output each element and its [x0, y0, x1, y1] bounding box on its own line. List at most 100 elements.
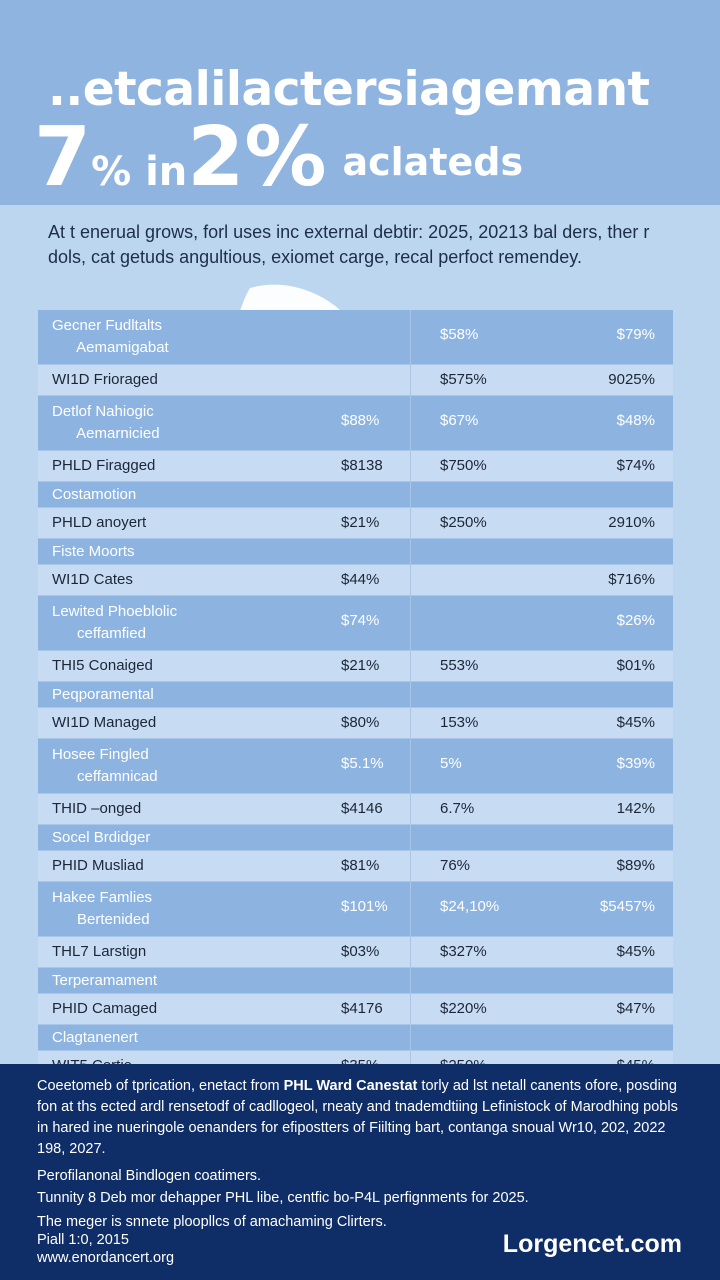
row-value-2: $327% [440, 943, 487, 960]
row-label: Hosee Fingled ceffamnicad [52, 746, 158, 785]
row-value-1: $81% [341, 857, 380, 874]
row-value-1: $4176 [341, 1000, 383, 1017]
row-value-2: 553% [440, 657, 479, 674]
row-value-2: $67% [440, 412, 479, 429]
table-row: WI1D Managed $80% 153% $45% [38, 707, 673, 738]
table-row: Costamotion [38, 481, 673, 507]
row-value-2: $750% [440, 457, 487, 474]
row-label: WI1D Frioraged [52, 371, 158, 388]
table-row: WI1D Frioraged $575% 9025% [38, 364, 673, 395]
row-label: Lewited Phoeblolic ceffamfied [52, 603, 178, 642]
footer-paragraph-3: Tunnity 8 Deb mor dehapper PHL libe, cen… [37, 1190, 529, 1206]
table-row: WI1D Cates $44% $716% [38, 564, 673, 595]
row-value-3: 142% [616, 800, 655, 817]
table-row: THL7 Larstign $03% $327% $45% [38, 936, 673, 967]
row-label: WI1D Cates [52, 571, 133, 588]
title-tail: aclateds [342, 140, 524, 184]
table-row: Hosee Fingled ceffamnicad $5.1% 5% $39% [38, 738, 673, 793]
table-row: Terperamament [38, 967, 673, 993]
column-divider [410, 310, 411, 1065]
row-value-1: $03% [341, 943, 380, 960]
row-value-1: $5.1% [341, 755, 384, 772]
row-label: THL7 Larstign [52, 943, 147, 960]
row-value-1: $4146 [341, 800, 383, 817]
row-label: WI1D Managed [52, 714, 157, 731]
table-row: THI5 Conaiged $21% 553% $01% [38, 650, 673, 681]
row-value-1: $21% [341, 514, 380, 531]
row-label: THI5 Conaiged [52, 657, 153, 674]
table-row: Socel Brdidger [38, 824, 673, 850]
row-value-3: $45% [616, 943, 655, 960]
row-value-2: 153% [440, 714, 479, 731]
footer-paragraph-2: Perofilanonal Bindlogen coatimers. [37, 1168, 262, 1184]
row-label: PHLD Firagged [52, 457, 156, 474]
row-label: Socel Brdidger [52, 828, 151, 846]
title-big-number-1: 7 [34, 110, 92, 205]
row-value-3: $5457% [599, 898, 655, 915]
row-label: Clagtanenert [52, 1028, 138, 1046]
row-value-3: $716% [608, 571, 655, 588]
row-label: Peqporamental [52, 685, 154, 703]
row-value-2: 76% [440, 857, 471, 874]
row-value-3: $47% [616, 1000, 655, 1017]
row-value-1: $44% [341, 571, 380, 588]
title-small-text: % in [91, 149, 188, 195]
row-value-3: $01% [616, 657, 655, 674]
title-big-number-2: 2% [187, 110, 327, 205]
data-table: Gecner Fudltalts Aemamigabat $58% $79% WI1D… [38, 310, 673, 1081]
row-label: THID –onged [52, 800, 142, 817]
footer-url[interactable]: www.enordancert.org [37, 1250, 175, 1266]
row-value-3: $26% [616, 612, 655, 629]
row-value-1: $8138 [341, 457, 383, 474]
row-value-3: $79% [616, 326, 655, 343]
row-value-1: $74% [341, 612, 380, 629]
row-label: PHLD anoyert [52, 514, 147, 531]
footer-paragraph-1: Coeetomeb of tprication, enetact from PH… [37, 1076, 687, 1160]
header-banner: ..etcalilactersiagemant 7% in2% aclateds [0, 0, 720, 205]
row-value-2: $24,10% [440, 898, 500, 915]
row-value-1: $101% [341, 898, 388, 915]
row-label: Gecner Fudltalts Aemamigabat [52, 317, 169, 356]
row-value-1: $88% [341, 412, 380, 429]
title-line-1: ..etcalilactersiagemant [48, 62, 650, 117]
row-value-3: $48% [616, 412, 655, 429]
row-value-1: $21% [341, 657, 380, 674]
row-value-1: $80% [341, 714, 380, 731]
subtitle: At t enerual grows, forl uses inc extern… [48, 222, 650, 267]
table-row: Peqporamental [38, 681, 673, 707]
table-row: PHLD Firagged $8138 $750% $74% [38, 450, 673, 481]
footer-paragraph-4: The meger is snnete ploopllcs of amacham… [37, 1214, 387, 1230]
table-row: Fiste Moorts [38, 538, 673, 564]
table-row: PHLD anoyert $21% $250% 2910% [38, 507, 673, 538]
row-value-3: $39% [616, 755, 655, 772]
title-line-2: 7% in2% aclateds [34, 110, 523, 205]
row-value-2: $250% [440, 514, 487, 531]
row-value-3: 2910% [608, 514, 655, 531]
row-label: PHID Camaged [52, 1000, 158, 1017]
row-label: Hakee Famlies Bertenided [52, 889, 153, 928]
row-value-2: 5% [440, 755, 462, 772]
table-row: Detlof Nahiogic Aemarnicied $88% $67% $48% [38, 395, 673, 450]
row-value-2: $58% [440, 326, 479, 343]
row-value-2: $575% [440, 371, 487, 388]
row-label: Detlof Nahiogic Aemarnicied [52, 403, 160, 442]
footer-bold-text: PHL Ward Canestat [283, 1078, 418, 1094]
row-value-3: $89% [616, 857, 655, 874]
row-value-2: $220% [440, 1000, 487, 1017]
footer-text: Coeetomeb of tprication, enetact from [37, 1078, 284, 1094]
footer-text: torly ad lst netall canents ofore, posdi… [37, 1078, 678, 1157]
row-value-3: $74% [616, 457, 655, 474]
table-row: THID –onged $4146 6.7% 142% [38, 793, 673, 824]
table-row: PHID Musliad $81% 76% $89% [38, 850, 673, 881]
row-label: PHID Musliad [52, 857, 144, 874]
footer: Coeetomeb of tprication, enetact from PH… [0, 1064, 720, 1280]
row-label: Costamotion [52, 485, 137, 503]
row-value-2: 6.7% [440, 800, 475, 817]
table-row: PHID Camaged $4176 $220% $47% [38, 993, 673, 1024]
footer-date: Piall 1:0, 2015 [37, 1232, 129, 1248]
table-row: Clagtanenert [38, 1024, 673, 1050]
row-label: Fiste Moorts [52, 542, 135, 560]
brand-logo-text[interactable]: Lorgencet.com [502, 1230, 682, 1258]
row-value-3: 9025% [608, 371, 655, 388]
table-row: Lewited Phoeblolic ceffamfied $74% $26% [38, 595, 673, 650]
